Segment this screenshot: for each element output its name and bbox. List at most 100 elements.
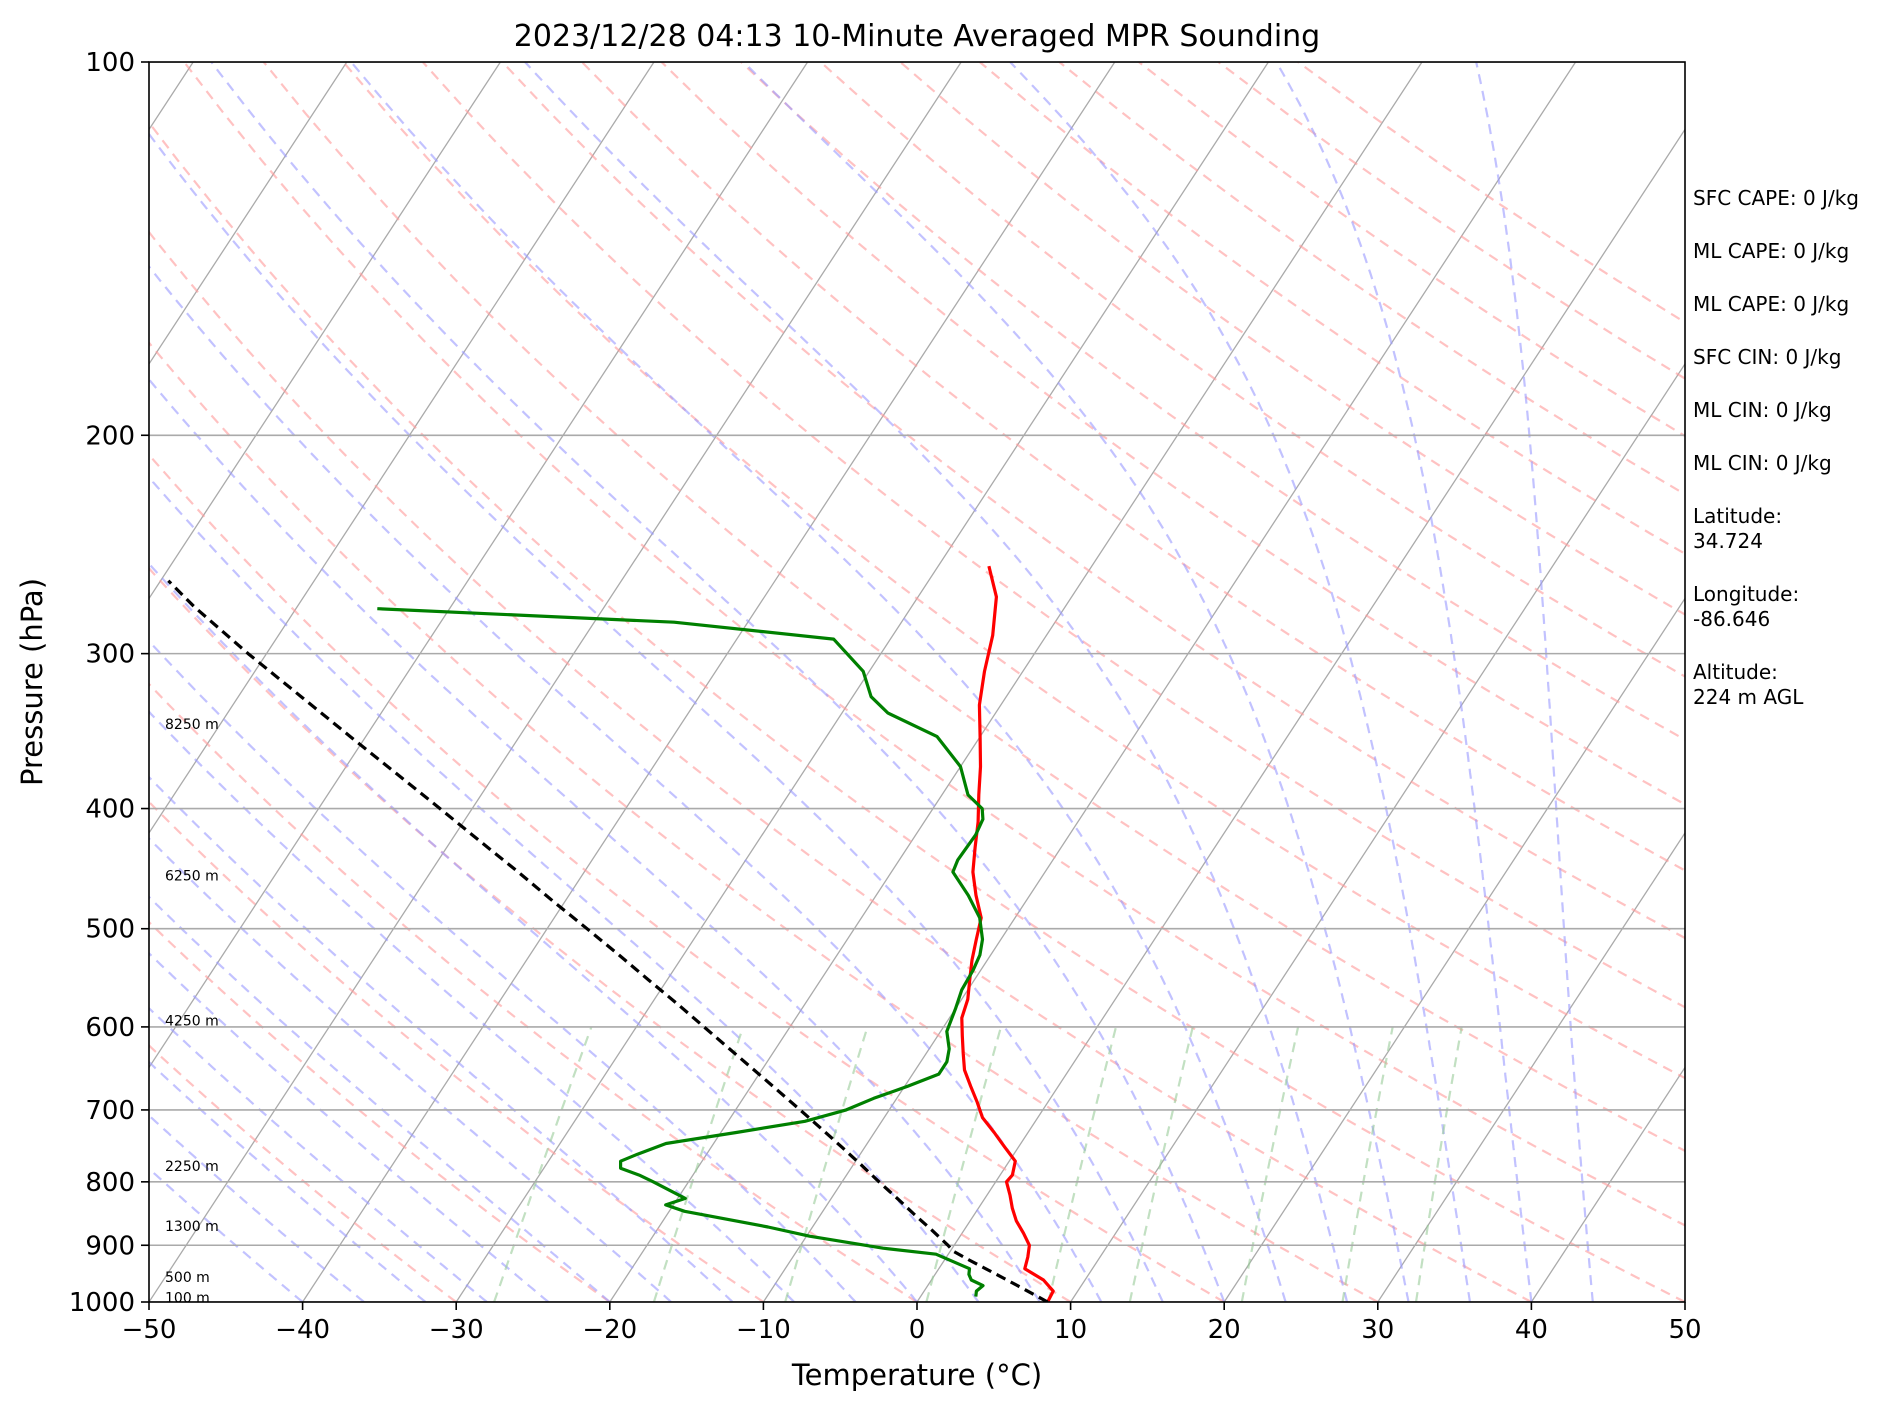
dry-adiabat-line (149, 341, 1379, 1302)
mixing-ratio-line (1341, 1026, 1394, 1302)
sounding-index-label: SFC CIN: (1693, 345, 1780, 369)
x-axis: −50 −40 −30 −20 −10 0 10 20 30 40 50 (122, 1302, 1702, 1345)
mixing-ratio-line (1240, 1026, 1300, 1302)
x-tick-label: 10 (1054, 1315, 1087, 1345)
y-tick-label: 200 (85, 421, 135, 451)
sounding-index-label: ML CIN: (1693, 398, 1770, 422)
mixing-ratio-line (652, 1026, 745, 1302)
y-tick-label: 600 (85, 1013, 135, 1043)
isotherm-line (1530, 1066, 1685, 1302)
isotherm-line (149, 62, 809, 1069)
moist-adiabat-line (1275, 62, 1533, 1302)
y-tick-label: 400 (85, 795, 135, 825)
moist-adiabat-line (350, 62, 1287, 1302)
isotherm-line (149, 62, 348, 366)
moist-adiabat-line (149, 562, 918, 1302)
moist-adiabat-line (1009, 62, 1472, 1302)
x-tick-label: −30 (429, 1315, 484, 1345)
x-tick-label: 40 (1515, 1315, 1548, 1345)
temperature-profile-line (960, 565, 1055, 1302)
moist-adiabat-line (1475, 62, 1594, 1302)
x-tick-label: −10 (736, 1315, 791, 1345)
moist-adiabat-line (149, 639, 857, 1302)
moist-adiabat-line (524, 62, 1349, 1302)
sounding-index-value: 0 J/kg (1785, 345, 1842, 369)
dry-adiabat-line (149, 230, 1532, 1302)
sounding-index-item: SFC CAPE: 0 J/kg (1693, 186, 1893, 211)
sounding-index-label: ML CIN: (1693, 451, 1770, 475)
y-tick-label: 800 (85, 1168, 135, 1198)
isotherm-line (762, 62, 1577, 1302)
isotherm-line (1070, 362, 1685, 1302)
sounding-index-item: ML CIN: 0 J/kg (1693, 451, 1893, 476)
sounding-index-label: Latitude: (1693, 504, 1783, 528)
sounding-index-value: 224 m AGL (1693, 685, 1804, 709)
y-tick-label: 300 (85, 640, 135, 670)
sounding-index-value: 0 J/kg (1802, 186, 1859, 210)
isotherm-line (302, 62, 1116, 1302)
sounding-index-label: Altitude: (1693, 660, 1778, 684)
height-label: 500 m (165, 1270, 210, 1286)
y-axis: 1000 900 800 700 600 500 400 300 200 100 (69, 48, 149, 1318)
sounding-index-item: Latitude: 34.724 (1693, 504, 1893, 554)
parcel-profile-line (167, 579, 1049, 1302)
sounding-index-item: ML CAPE: 0 J/kg (1693, 239, 1893, 264)
moist-adiabat-line (149, 264, 1103, 1302)
sounding-index-label: ML CAPE: (1693, 292, 1787, 316)
moist-adiabat-line (149, 951, 550, 1302)
y-tick-label: 500 (85, 915, 135, 945)
sounding-index-item: ML CIN: 0 J/kg (1693, 398, 1893, 423)
dry-adiabat-line (149, 453, 1225, 1302)
height-label: 100 m (165, 1291, 210, 1307)
height-label: 6250 m (165, 869, 219, 885)
dry-adiabat-line (149, 682, 918, 1302)
isotherm-line (149, 62, 962, 1302)
moist-adiabat-line (149, 475, 980, 1302)
isotherm-line (1377, 831, 1685, 1302)
mixing-ratio-line (1047, 1026, 1118, 1302)
moist-adiabat-line (149, 1114, 365, 1302)
sounding-index-label: ML CAPE: (1693, 239, 1787, 263)
plot-frame (148, 61, 1686, 1303)
sounding-index-value: 0 J/kg (1793, 239, 1850, 263)
y-tick-label: 100 (85, 48, 135, 78)
y-tick-label: 700 (85, 1096, 135, 1126)
dry-adiabat-line (421, 62, 1685, 1009)
sounding-index-item: ML CAPE: 0 J/kg (1693, 292, 1893, 317)
sounding-index-item: SFC CIN: 0 J/kg (1693, 345, 1893, 370)
height-label: 8250 m (165, 717, 219, 733)
profile-lines (167, 565, 1055, 1302)
sounding-index-value: 0 J/kg (1775, 398, 1832, 422)
moist-adiabat-line (149, 1060, 427, 1302)
dry-adiabat-line (581, 62, 1685, 872)
x-tick-label: 50 (1668, 1315, 1701, 1345)
sounding-index-label: SFC CAPE: (1693, 186, 1797, 210)
dry-adiabat-line (149, 1044, 457, 1302)
dry-adiabat-line (149, 800, 765, 1302)
isotherm-line (149, 62, 655, 835)
dry-adiabat-line (262, 62, 1685, 1153)
isotherm-line (1223, 597, 1685, 1302)
moist-adiabat-line (149, 1006, 488, 1302)
sounding-index-item: Longitude: -86.646 (1693, 582, 1893, 632)
height-label: 4250 m (165, 1014, 219, 1030)
sounding-index-item: Altitude: 224 m AGL (1693, 660, 1893, 710)
sounding-index-label: Longitude: (1693, 582, 1800, 606)
dry-adiabat-line (342, 62, 1685, 1080)
x-tick-label: 30 (1361, 1315, 1394, 1345)
moist-adiabat-line (742, 62, 1410, 1302)
dry-adiabat-line (660, 62, 1685, 806)
y-tick-label: 900 (85, 1231, 135, 1261)
isotherm-line (916, 128, 1685, 1302)
gridlines (149, 62, 1685, 1302)
isotherm-line (609, 62, 1423, 1302)
moist-adiabat-line (149, 895, 611, 1302)
sounding-index-value: 0 J/kg (1793, 292, 1850, 316)
y-axis-label: Pressure (hPa) (15, 578, 49, 786)
x-tick-label: −20 (582, 1315, 637, 1345)
x-tick-label: 0 (909, 1315, 926, 1345)
moist-adiabat-line (149, 377, 1041, 1302)
sounding-indices-panel: SFC CAPE: 0 J/kg ML CAPE: 0 J/kg ML CAPE: … (1693, 186, 1893, 738)
isotherm-line (149, 62, 501, 600)
